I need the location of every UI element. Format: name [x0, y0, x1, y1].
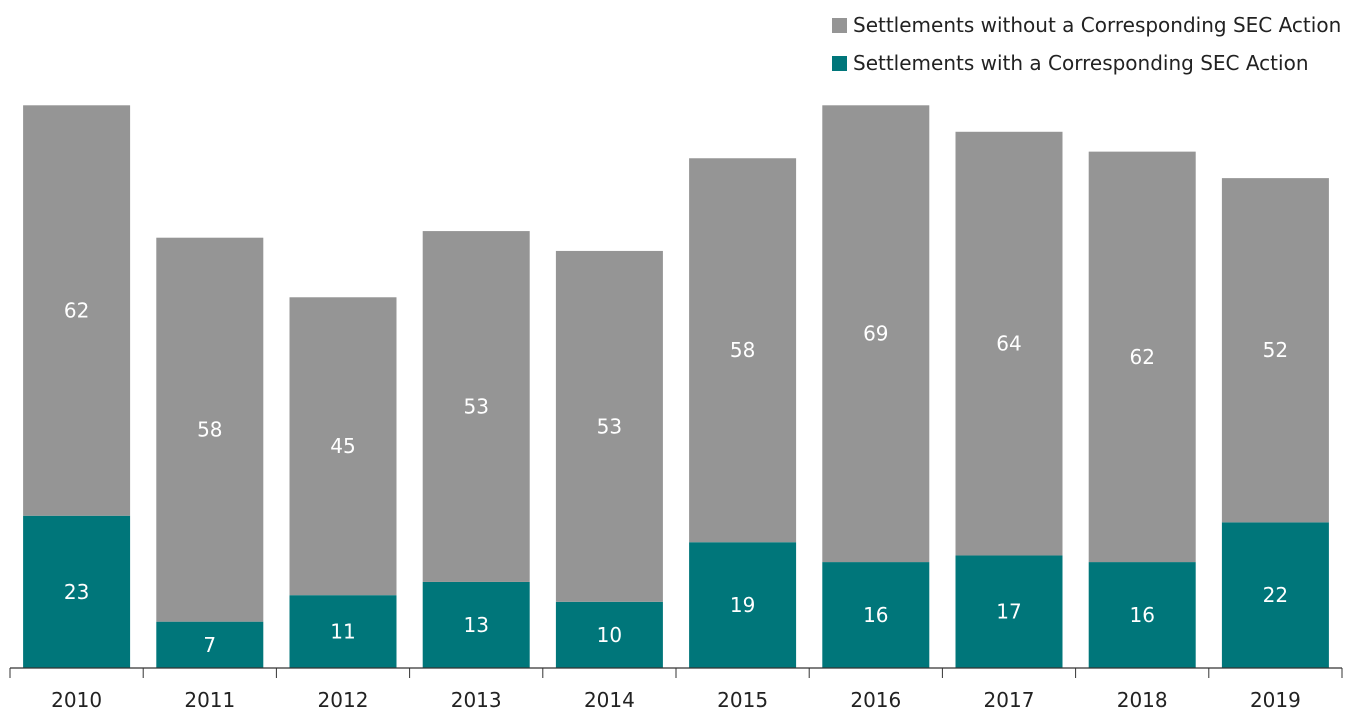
data-label-2016-with: 16 [863, 603, 888, 627]
data-label-2019-with: 22 [1263, 583, 1288, 607]
data-label-2019-without: 52 [1263, 338, 1288, 362]
data-label-2012-without: 45 [330, 434, 355, 458]
data-label-2015-without: 58 [730, 338, 755, 362]
x-tick-label-2014: 2014 [584, 688, 635, 712]
data-label-2015-with: 19 [730, 593, 755, 617]
x-tick-label-2010: 2010 [51, 688, 102, 712]
x-tick-label-2013: 2013 [451, 688, 502, 712]
data-label-2010-without: 62 [64, 299, 89, 323]
data-label-2017-with: 17 [996, 600, 1021, 624]
x-tick-label-2017: 2017 [984, 688, 1035, 712]
data-label-2012-with: 11 [330, 620, 355, 644]
data-label-2016-without: 69 [863, 322, 888, 346]
data-label-2011-with: 7 [203, 633, 216, 657]
x-tick-label-2015: 2015 [717, 688, 768, 712]
x-tick-label-2018: 2018 [1117, 688, 1168, 712]
data-label-2017-without: 64 [996, 332, 1021, 356]
data-label-2013-without: 53 [463, 395, 488, 419]
data-label-2018-without: 62 [1129, 345, 1154, 369]
data-label-2014-with: 10 [597, 623, 622, 647]
data-label-2011-without: 58 [197, 418, 222, 442]
x-tick-label-2012: 2012 [318, 688, 369, 712]
data-label-2018-with: 16 [1129, 603, 1154, 627]
x-tick-label-2011: 2011 [184, 688, 235, 712]
data-label-2010-with: 23 [64, 580, 89, 604]
data-label-2013-with: 13 [463, 613, 488, 637]
x-tick-label-2019: 2019 [1250, 688, 1301, 712]
x-tick-label-2016: 2016 [850, 688, 901, 712]
data-label-2014-without: 53 [597, 414, 622, 438]
